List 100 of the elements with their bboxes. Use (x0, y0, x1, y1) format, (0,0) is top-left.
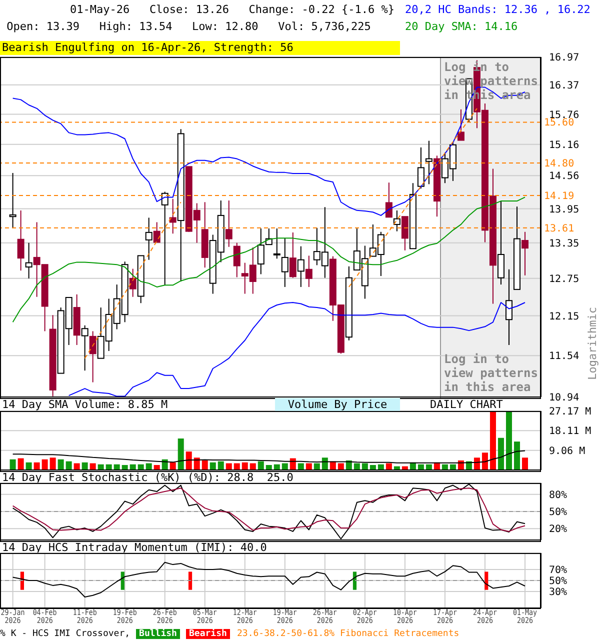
candlestick (225, 200, 232, 248)
text: 20,2 HC Bands: 12.36 , 16.22 (405, 2, 590, 17)
candlestick (425, 140, 432, 185)
bar (202, 460, 208, 470)
text: Bearish Engulfing on 16-Apr-26, Strength: 56 (0, 41, 400, 55)
line-series (12, 196, 526, 323)
bar (482, 452, 488, 470)
text: 20 Day SMA: 14.16 (405, 19, 518, 34)
ref-line-label: 13.61 (544, 223, 574, 234)
y-tick-label: 13.35 (549, 238, 580, 250)
x-tick-label: 01-May 2026 (512, 608, 542, 625)
text: Bearish (186, 629, 230, 639)
candlestick (521, 231, 528, 276)
bar (210, 462, 216, 470)
candlestick (297, 246, 304, 288)
y-tick-label: 11.54 (549, 351, 580, 362)
y-tick-label: 12.75 (549, 274, 580, 285)
bar (514, 442, 520, 470)
y-tick-label: 20% (549, 524, 568, 536)
y-tick-label: 16.97 (549, 52, 580, 64)
legend-title: % K - HCS IMI Crossover, (0, 629, 130, 639)
chart-subtitle: Open: 13.39 High: 13.54 Low: 12.80 Vol: 5,736,225 (6, 20, 371, 33)
bar (66, 461, 72, 470)
candlestick (17, 210, 24, 272)
candlestick (401, 216, 408, 251)
candlestick (417, 146, 424, 189)
x-tick-label: 04-Feb 2026 (32, 608, 62, 625)
y-tick-label: 27.17 M (549, 406, 592, 418)
x-tick-label: 17-Apr 2026 (432, 608, 462, 625)
y-tick-label: 18.11 M (549, 426, 592, 438)
chart-title: 14 Day Fast Stochastic (%K) (%D): 28.8 25.0 (2, 471, 294, 484)
y-tick-label: 10.94 (549, 392, 580, 404)
line-series (12, 450, 526, 464)
line-series (12, 488, 526, 532)
candlestick (505, 268, 512, 346)
x-tick-label: 02-Apr 2026 (352, 608, 382, 625)
text: 23.6-38.2-50-61.8% Fibonacci Retracements (237, 629, 460, 639)
ref-line-label: 15.60 (544, 118, 574, 129)
chart-title: 01-May-26 Close: 13.26 Change: -0.22 {-1.6 %} (70, 3, 395, 16)
bar (26, 462, 32, 470)
bar (42, 459, 48, 470)
bar (506, 411, 512, 470)
text: DAILY CHART (430, 398, 503, 411)
y-tick-label: 9.06 M (549, 446, 586, 457)
candlestick (281, 238, 288, 288)
bar (50, 458, 56, 470)
x-tick-label: 26-Mar 2026 (312, 608, 342, 625)
bar (154, 465, 160, 470)
bar (58, 459, 64, 470)
x-tick-label: 05-Mar 2026 (192, 608, 222, 625)
x-tick-label: 24-Apr 2026 (472, 608, 502, 625)
y-tick-label: 13.95 (549, 204, 580, 216)
bar (218, 461, 224, 470)
candlestick (305, 255, 312, 288)
bar (242, 462, 248, 470)
x-tick-label: 12-Mar 2026 (232, 608, 262, 625)
x-tick-label: 26-Feb 2026 (152, 608, 182, 625)
candlestick (273, 228, 280, 260)
x-tick-label: 10-Apr 2026 (392, 608, 422, 625)
text: Volume By Price (275, 398, 400, 411)
text: Bullish (136, 629, 180, 639)
candlestick (129, 268, 136, 298)
x-tick-label: 19-Feb 2026 (112, 608, 142, 625)
y-tick-label: 16.37 (549, 80, 580, 92)
candlestick (25, 242, 32, 279)
bar (34, 462, 40, 470)
bar (170, 462, 176, 470)
candlestick (145, 217, 152, 260)
candlestick (233, 242, 240, 278)
bar (258, 461, 264, 470)
ref-line-label: 14.80 (544, 158, 574, 170)
bar (18, 458, 24, 470)
y-tick-label: 30% (549, 587, 568, 598)
candlestick (289, 232, 296, 278)
chart-title: 14 Day SMA Volume: 8.85 M (2, 398, 168, 411)
y-tick-label: 50% (549, 576, 568, 588)
y-tick-label: 50% (549, 507, 568, 518)
line-series (12, 562, 526, 598)
ref-line-label: 14.19 (544, 191, 574, 202)
y-tick-label: 15.16 (549, 140, 580, 151)
chart-title: 14 Day HCS Intraday Momentum (IMI): 40.0 (2, 541, 267, 554)
bar (522, 458, 528, 470)
bar (266, 465, 272, 470)
x-tick-label: 19-Mar 2026 (272, 608, 302, 625)
annotation: Log in to view patterns in this area (444, 352, 539, 394)
y-tick-label: 70% (549, 565, 568, 576)
candlestick (169, 198, 176, 234)
candlestick (89, 330, 96, 383)
bar (10, 459, 16, 470)
candlestick (393, 210, 400, 232)
candlestick (81, 324, 88, 372)
y-axis-title: Logarithmic (586, 307, 599, 380)
x-tick-label: 29-Jan 2026 (0, 608, 30, 625)
bar (186, 452, 192, 470)
bar (178, 438, 184, 470)
candlestick (497, 200, 504, 286)
y-tick-label: 80% (549, 490, 568, 501)
candlestick (153, 222, 160, 243)
bar (490, 411, 496, 470)
bar (122, 465, 128, 470)
